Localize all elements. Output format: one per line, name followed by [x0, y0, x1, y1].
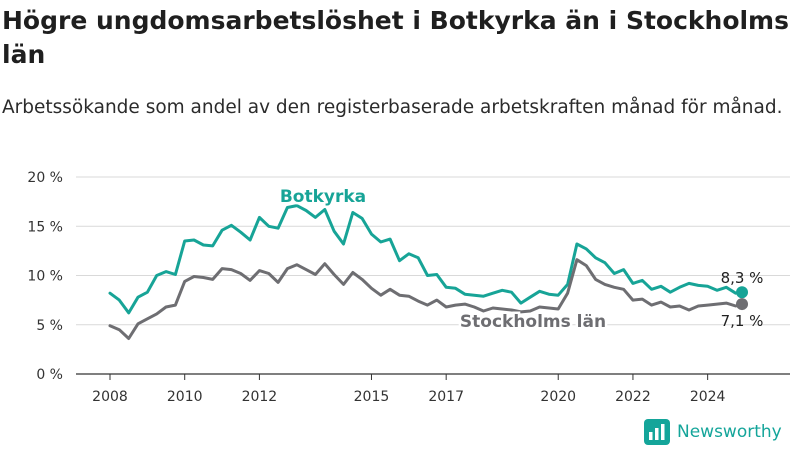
x-tick-label: 2022	[615, 389, 651, 405]
brand: Newsworthy	[644, 419, 782, 445]
x-tick-label: 2024	[690, 389, 726, 405]
y-tick-label: 20 %	[27, 170, 63, 186]
chart-subtitle: Arbetssökande som andel av den registerb…	[2, 97, 783, 118]
x-tick-label: 2020	[540, 389, 576, 405]
series-line-stockholm	[108, 258, 744, 340]
x-tick-label: 2015	[354, 389, 390, 405]
y-tick-label: 10 %	[27, 269, 63, 285]
series-label-botkyrka: Botkyrka	[280, 187, 366, 207]
chart-title: Högre ungdomsarbetslöshet i Botkyrka än …	[2, 6, 789, 69]
y-tick-label: 0 %	[36, 367, 63, 383]
x-tick-label: 2012	[242, 389, 278, 405]
end-value-label-botkyrka: 8,3 %	[721, 269, 764, 287]
x-tick-label: 2010	[167, 389, 203, 405]
series-label-stockholm: Stockholms län	[460, 312, 606, 332]
newsworthy-logo-icon	[644, 419, 670, 445]
brand-name: Newsworthy	[677, 422, 782, 442]
y-tick-label: 5 %	[36, 318, 63, 334]
y-tick-label: 15 %	[27, 219, 63, 235]
series-line-botkyrka	[108, 204, 744, 315]
end-value-label-stockholm: 7,1 %	[721, 312, 764, 330]
x-tick-label: 2008	[92, 389, 128, 405]
series-end-point-stockholm	[736, 298, 749, 311]
series-end-point-botkyrka	[736, 286, 749, 299]
x-tick-label: 2017	[428, 389, 464, 405]
